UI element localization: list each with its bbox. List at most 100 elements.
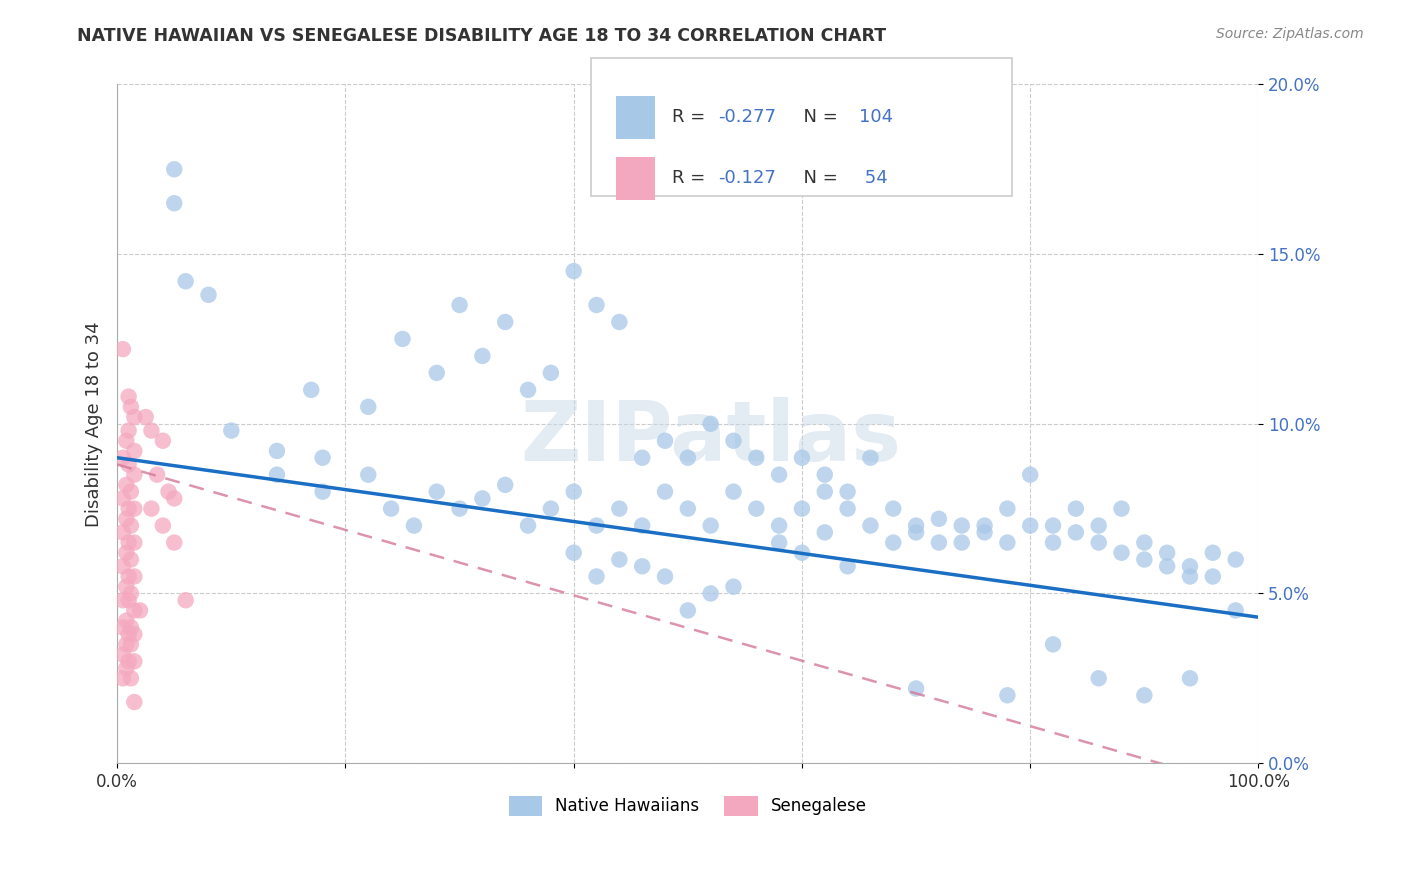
Point (1225, 603, 1247, 617)
Point (1178, 671, 1201, 685)
Point (111, 671, 134, 685)
Point (117, 569, 139, 583)
Point (174, 593, 197, 607)
Point (517, 383, 540, 397)
Point (111, 525, 134, 540)
Point (117, 535, 139, 549)
Point (1178, 559, 1201, 574)
Point (157, 484, 180, 499)
Point (117, 458, 139, 472)
Point (950, 535, 973, 549)
Point (1042, 518, 1064, 533)
Point (117, 654, 139, 668)
Point (950, 518, 973, 533)
Point (1111, 501, 1133, 516)
Point (995, 535, 1018, 549)
Point (585, 569, 607, 583)
Point (115, 434, 138, 448)
Point (152, 518, 174, 533)
Point (380, 501, 402, 516)
Point (723, 580, 745, 594)
Point (676, 501, 699, 516)
Point (585, 298, 607, 312)
Text: Source: ZipAtlas.com: Source: ZipAtlas.com (1216, 27, 1364, 41)
Point (814, 467, 837, 482)
Point (1202, 569, 1225, 583)
Text: -0.127: -0.127 (718, 169, 776, 187)
Point (494, 315, 516, 329)
Text: 54: 54 (859, 169, 887, 187)
Point (221, 424, 243, 438)
Point (311, 484, 333, 499)
Point (115, 661, 138, 675)
Point (1042, 535, 1064, 549)
Point (146, 467, 169, 482)
Point (120, 620, 142, 634)
Point (129, 603, 152, 617)
Point (357, 400, 380, 414)
Point (449, 298, 471, 312)
Point (266, 467, 288, 482)
Point (1087, 535, 1109, 549)
Point (654, 484, 676, 499)
Point (124, 467, 146, 482)
Point (111, 559, 134, 574)
Point (174, 274, 197, 288)
Point (1019, 518, 1042, 533)
Point (973, 518, 995, 533)
Point (859, 518, 882, 533)
Point (124, 535, 146, 549)
Point (995, 688, 1018, 702)
Point (449, 501, 471, 516)
Point (928, 512, 950, 526)
Point (1202, 546, 1225, 560)
Point (163, 196, 186, 211)
Point (745, 450, 768, 465)
Point (117, 627, 139, 641)
Point (540, 501, 562, 516)
Point (562, 484, 585, 499)
Point (111, 450, 134, 465)
Point (973, 525, 995, 540)
Point (111, 342, 134, 356)
Text: R =: R = (672, 169, 711, 187)
Point (723, 434, 745, 448)
Point (517, 518, 540, 533)
Point (124, 627, 146, 641)
Point (117, 593, 139, 607)
Point (124, 603, 146, 617)
Point (768, 535, 790, 549)
Point (995, 501, 1018, 516)
Point (631, 559, 654, 574)
Point (768, 518, 790, 533)
Point (882, 501, 904, 516)
Text: NATIVE HAWAIIAN VS SENEGALESE DISABILITY AGE 18 TO 34 CORRELATION CHART: NATIVE HAWAIIAN VS SENEGALESE DISABILITY… (77, 27, 886, 45)
Text: R =: R = (672, 109, 711, 127)
Point (141, 501, 163, 516)
Point (654, 569, 676, 583)
Point (928, 535, 950, 549)
Point (124, 569, 146, 583)
Point (676, 450, 699, 465)
Point (111, 593, 134, 607)
Point (494, 478, 516, 492)
Text: -0.277: -0.277 (718, 109, 776, 127)
Point (197, 288, 219, 302)
Point (115, 637, 138, 651)
Point (1156, 559, 1178, 574)
Point (124, 444, 146, 458)
Point (120, 637, 142, 651)
Point (631, 518, 654, 533)
Y-axis label: Disability Age 18 to 34: Disability Age 18 to 34 (86, 321, 103, 526)
Point (124, 501, 146, 516)
Point (117, 390, 139, 404)
Point (115, 512, 138, 526)
Point (1042, 637, 1064, 651)
Point (859, 450, 882, 465)
Text: N =: N = (792, 109, 844, 127)
Point (141, 424, 163, 438)
Point (837, 484, 859, 499)
Point (391, 332, 413, 346)
Point (1064, 525, 1087, 540)
Point (163, 162, 186, 177)
